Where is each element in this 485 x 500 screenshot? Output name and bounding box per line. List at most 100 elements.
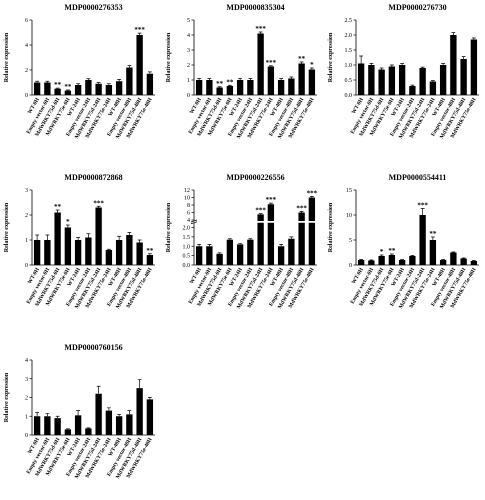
bar [115,416,123,435]
bar [85,428,92,435]
panel: MDP0000276730 Relative expression 0.0 0.5 1.… [328,3,479,140]
error-bar [389,64,394,67]
error-bar [369,63,374,65]
bar [136,35,143,95]
bar [216,87,223,95]
bar [236,80,244,95]
error-bar [106,83,111,85]
significance: *** [255,207,266,215]
error-bar [471,260,476,261]
y-tick-label: 1.0 [345,63,353,69]
error-bar [96,82,101,84]
error-bar [299,211,304,213]
error-bar [279,244,284,247]
bar [115,240,123,265]
error-bar [86,427,91,429]
bar [95,207,102,265]
error-bar [359,55,364,64]
significance: ** [54,81,62,89]
y-tick-label: 3 [187,48,190,54]
bar [74,415,82,435]
y-tick-label: 0.5 [345,78,353,84]
error-bar [379,67,384,70]
bar [308,69,316,95]
bar [247,239,254,265]
significance: ** [226,78,234,86]
bar [298,63,305,95]
significance: ** [429,230,437,238]
significance: ** [146,247,154,255]
panel-title: MDP0000760156 [64,343,122,352]
y-axis-label: Relative expression [328,32,334,82]
error-bar [45,413,50,417]
significance: *** [93,199,104,207]
bar [398,260,406,265]
error-bar [268,202,273,205]
error-bar [86,233,91,238]
y-axis-label: Relative expression [166,32,172,82]
error-bar [55,209,60,213]
error-bar [65,224,70,228]
y-axis-label: Relative expression [4,372,10,422]
error-bar [238,78,243,80]
panel-title: MDP0000276353 [64,3,122,12]
error-bar [147,397,152,400]
y-tick-label: 0.0 [345,93,353,99]
y-axis-label: Relative expression [166,202,172,252]
y-tick-label: 1.5 [183,235,191,241]
error-bar [117,79,122,82]
bar [54,88,61,95]
bar [429,81,437,95]
bar [95,393,102,435]
bar [439,260,447,265]
y-tick-label: 1 [25,414,28,420]
panel: MDP0000226556 Relative expression 0.0 0.5 1.… [166,173,318,310]
panel-title: MDP0000226556 [226,173,284,182]
error-bar [227,84,232,86]
error-bar [420,208,425,215]
bar [126,67,133,95]
bar [74,85,82,95]
error-bar [217,86,222,88]
bar [267,204,275,265]
error-bar [268,65,273,67]
significance: ** [298,55,306,63]
panel-title: MDP0000872868 [64,173,122,182]
bar [277,80,285,95]
error-bar [289,236,294,239]
error-bar [400,259,405,260]
bar [146,73,154,95]
error-bar [147,71,152,74]
significance: *** [417,202,428,210]
error-bar [197,244,202,247]
bar [206,246,213,265]
error-bar [35,234,40,240]
bar [33,416,41,435]
y-tick-label: 6 [25,18,28,24]
y-tick-label: 1 [25,238,28,244]
bar [85,80,92,95]
bar [429,240,437,265]
y-tick-label: 8 [187,203,190,209]
error-bar [35,80,40,83]
error-bar [137,239,142,243]
error-bar [106,248,111,250]
bar [378,69,385,95]
error-bar [137,379,142,389]
bar [357,63,365,95]
error-bar [248,238,253,240]
error-bar [400,63,405,65]
error-bar [441,259,446,260]
error-bar [430,236,435,240]
bar [257,33,264,95]
bar [288,238,295,265]
error-bar [299,61,304,64]
bar [439,65,447,95]
error-bar [410,255,415,256]
error-bar [461,257,466,259]
y-tick-label: 0 [349,263,352,269]
bar [388,255,396,265]
significance: ** [54,203,62,211]
significance: ** [216,80,224,88]
